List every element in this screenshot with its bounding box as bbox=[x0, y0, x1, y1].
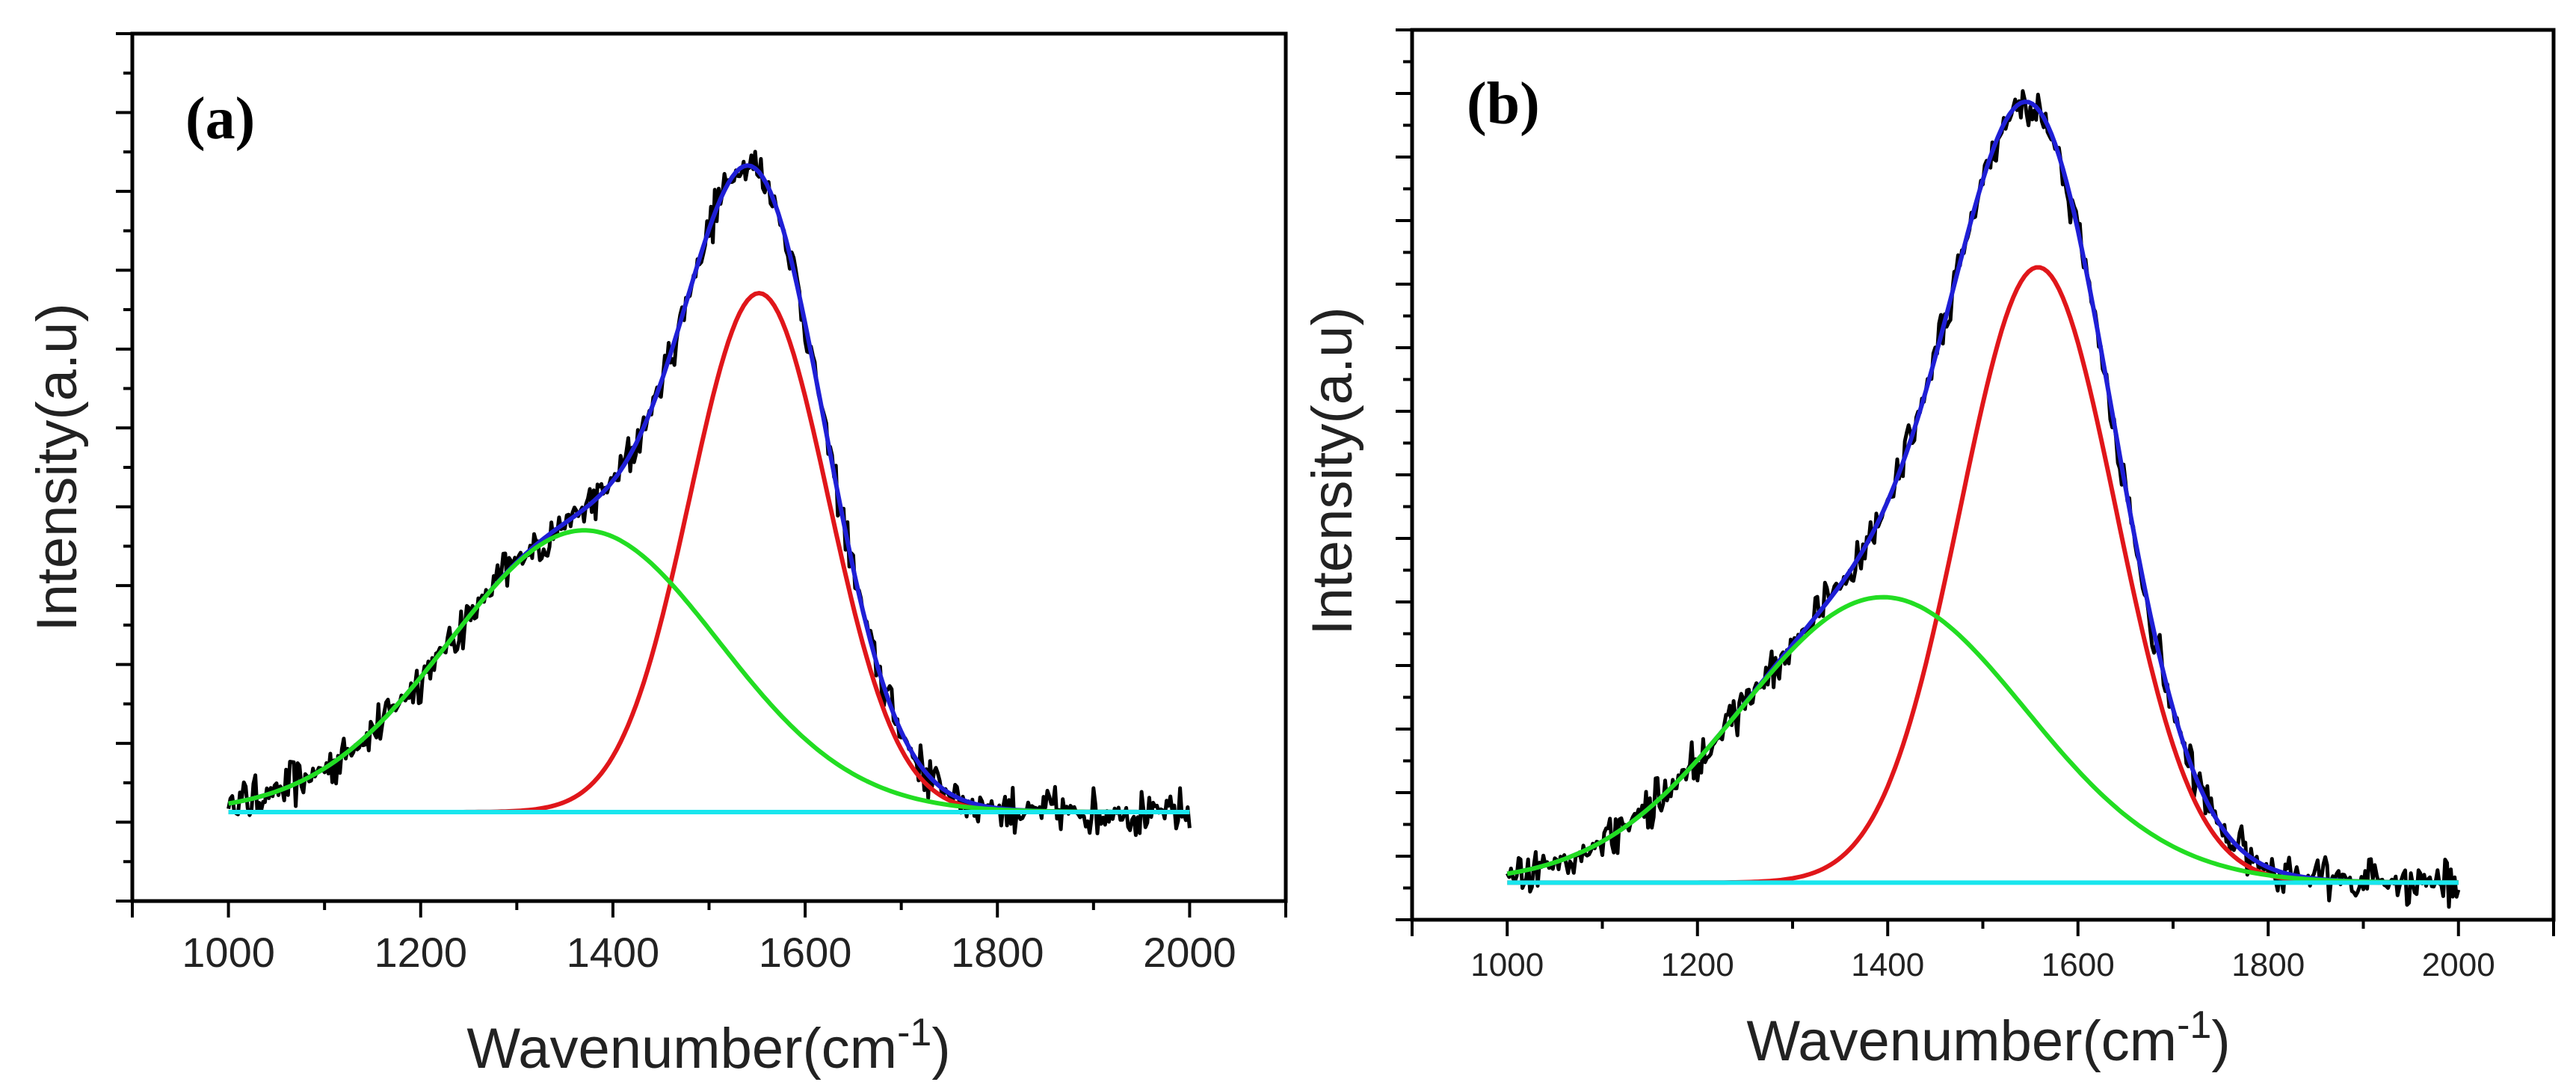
panel-b-x-tick-label: 1200 bbox=[1661, 947, 1734, 983]
panel-a-x-tick-label: 1200 bbox=[374, 929, 467, 976]
panel-b-x-axis-title-close: ) bbox=[2211, 1009, 2230, 1073]
panel-b-y-axis-ticks bbox=[1396, 28, 1412, 921]
panel-a-x-axis-title: Wavenumber(cm-1) bbox=[466, 1011, 950, 1081]
panel-b-x-tick-label: 1800 bbox=[2231, 947, 2305, 983]
panel-a-y-axis-title: Intensity(a.u) bbox=[25, 303, 89, 631]
panel-b: 1000 1200 1400 1600 1800 2000 (b) Intensity(a… bbox=[1301, 28, 2556, 1073]
panel-a-series bbox=[227, 150, 1192, 837]
panel-a-y-axis-ticks bbox=[116, 32, 132, 903]
panel-a-x-tick-label: 1800 bbox=[951, 929, 1044, 976]
panel-a-x-axis-title-close: ) bbox=[931, 1017, 950, 1081]
panel-b-series-G-peak-fit bbox=[1507, 265, 2459, 885]
panel-a-series-D-peak-fit bbox=[228, 528, 1190, 814]
panel-b-series-experimental-spectrum bbox=[1506, 89, 2461, 909]
panel-a-x-tick-label: 2000 bbox=[1143, 929, 1236, 976]
panel-b-x-axis-ticks: 1000 1200 1400 1600 1800 2000 bbox=[1411, 920, 2555, 983]
panel-b-x-axis-title-sup: -1 bbox=[2177, 1004, 2211, 1047]
panel-a-x-tick-label: 1600 bbox=[759, 929, 852, 976]
panel-b-series-D-peak-fit bbox=[1506, 594, 2459, 885]
panel-b-x-axis-title: Wavenumber(cm-1) bbox=[1746, 1004, 2230, 1073]
panel-b-x-tick-label: 2000 bbox=[2422, 947, 2495, 983]
panel-a-series-G-peak-fit bbox=[228, 291, 1190, 814]
panel-b-x-tick-label: 1600 bbox=[2042, 947, 2115, 983]
panel-a-label: (a) bbox=[185, 86, 255, 152]
panel-b-x-tick-label: 1000 bbox=[1470, 947, 1544, 983]
panel-b-plot-frame bbox=[1410, 28, 2556, 922]
panel-a-plot-frame bbox=[130, 31, 1288, 903]
panel-a-x-axis-title-sup: -1 bbox=[897, 1011, 931, 1054]
panel-b-series bbox=[1506, 89, 2461, 909]
panel-b-x-tick-label: 1400 bbox=[1851, 947, 1924, 983]
panel-b-y-axis-title: Intensity(a.u) bbox=[1301, 307, 1364, 635]
panel-a-x-axis-ticks: 1000 1200 1400 1600 1800 2000 bbox=[131, 901, 1287, 976]
panel-b-series-cumulative-fit bbox=[1506, 99, 2459, 885]
panel-a-x-axis-title-main: Wavenumber(cm bbox=[466, 1017, 897, 1081]
panel-a-x-tick-label: 1000 bbox=[182, 929, 275, 976]
panel-a-series-cumulative-fit bbox=[228, 163, 1190, 814]
panel-b-label: (b) bbox=[1467, 71, 1540, 137]
panel-a: 1000 1200 1400 1600 1800 2000 (a) Intensity(a… bbox=[25, 31, 1288, 1081]
panel-a-x-tick-label: 1400 bbox=[567, 929, 660, 976]
panel-b-x-axis-title-main: Wavenumber(cm bbox=[1746, 1009, 2177, 1073]
